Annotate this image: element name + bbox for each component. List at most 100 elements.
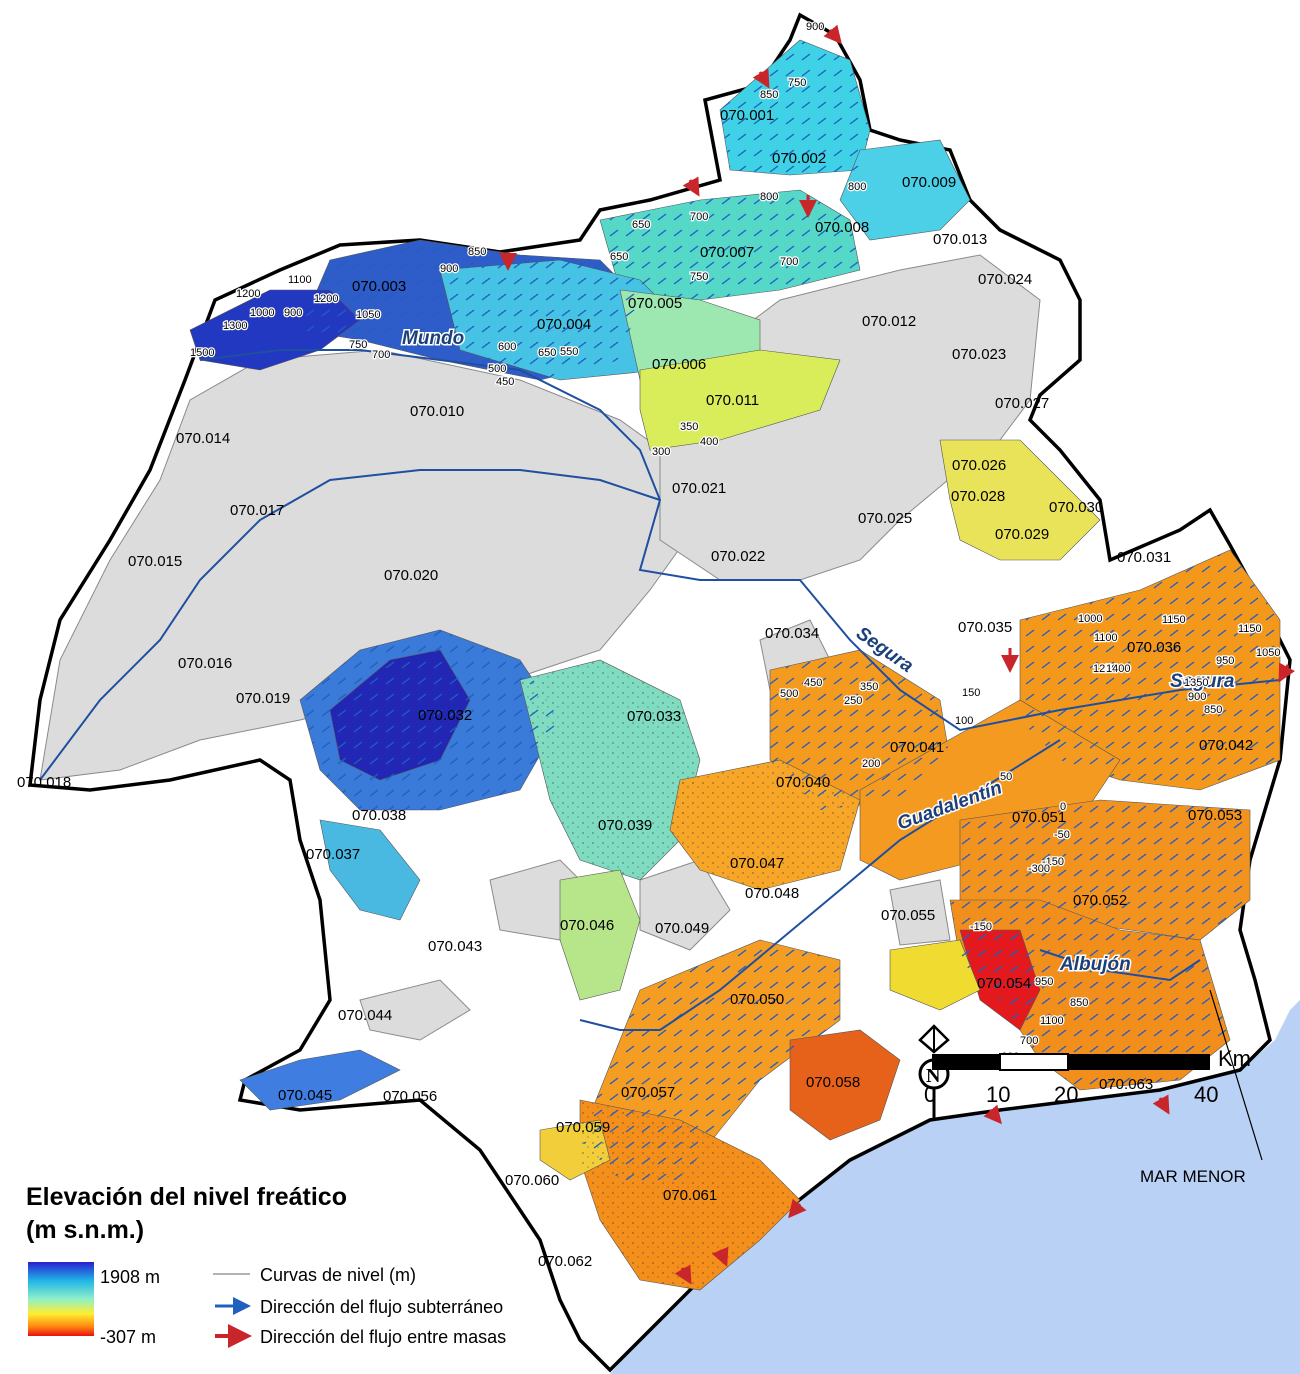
aquifer-label: 070.037 bbox=[306, 846, 360, 863]
scale-unit: Km bbox=[1218, 1046, 1251, 1071]
flow-arrow-field bbox=[300, 40, 1280, 1180]
contour-label: 1200 bbox=[236, 288, 260, 300]
aquifer-label: 070.050 bbox=[730, 991, 784, 1008]
aquifer-label: 070.045 bbox=[278, 1087, 332, 1104]
contour-label: 850 bbox=[1204, 704, 1222, 716]
scale-tick-10: 10 bbox=[986, 1082, 1010, 1107]
contour-label: 900 bbox=[1188, 691, 1206, 703]
aquifer-label: 070.042 bbox=[1199, 737, 1253, 754]
contour-label: -150 bbox=[1042, 856, 1064, 868]
aquifer-label: 070.043 bbox=[428, 938, 482, 955]
river-label-segura-2: Segura bbox=[1170, 671, 1235, 692]
aquifer-label: 070.014 bbox=[176, 430, 230, 447]
legend-max-value: 1908 m bbox=[100, 1267, 160, 1287]
aquifer-label: 070.032 bbox=[418, 707, 472, 724]
contour-label: 1500 bbox=[190, 347, 214, 359]
aquifer-label: 070.003 bbox=[352, 278, 406, 295]
contour-label: 400 bbox=[700, 436, 718, 448]
contour-label: 750 bbox=[690, 271, 708, 283]
aquifer-label: 070.010 bbox=[410, 403, 464, 420]
aquifer-label: 070.021 bbox=[672, 480, 726, 497]
aquifer-label: 070.062 bbox=[538, 1253, 592, 1270]
contour-label: 1100 bbox=[288, 274, 312, 286]
scale-tick-20: 20 bbox=[1054, 1082, 1078, 1107]
contour-label: -50 bbox=[1054, 829, 1070, 841]
contour-label: 500 bbox=[488, 363, 506, 375]
legend-item-inter-mass-flow: Dirección del flujo entre masas bbox=[260, 1327, 506, 1347]
aquifer-label: 070.009 bbox=[902, 174, 956, 191]
aquifer-label: 070.035 bbox=[958, 619, 1012, 636]
contour-label: -300 bbox=[1028, 863, 1050, 875]
contour-label: 350 bbox=[860, 681, 878, 693]
aquifer-label: 070.040 bbox=[776, 774, 830, 791]
aquifer-label: 070.024 bbox=[978, 271, 1032, 288]
scale-bar: Km 0 10 20 40 bbox=[924, 1046, 1251, 1107]
mar-menor-leader-line bbox=[1209, 989, 1263, 1161]
aquifer-label: 070.034 bbox=[765, 625, 819, 642]
aquifer-label: 070.053 bbox=[1188, 807, 1242, 824]
aquifer-label: 070.016 bbox=[178, 655, 232, 672]
aquifer-label: 070.041 bbox=[890, 739, 944, 756]
aquifer-label: 070.026 bbox=[952, 457, 1006, 474]
contour-label: -150 bbox=[970, 921, 992, 933]
aquifer-label: 070.031 bbox=[1117, 549, 1171, 566]
aquifer-label: 070.049 bbox=[655, 920, 709, 937]
contour-label: 800 bbox=[848, 181, 866, 193]
contour-label: 850 bbox=[760, 89, 778, 101]
aquifer-label: 070.028 bbox=[951, 488, 1005, 505]
legend-min-value: -307 m bbox=[100, 1327, 156, 1347]
contour-label: 700 bbox=[372, 349, 390, 361]
contour-label: 0 bbox=[1060, 801, 1066, 813]
legend-color-ramp bbox=[28, 1262, 94, 1336]
contour-label: 1050 bbox=[1256, 647, 1280, 659]
aquifer-label: 070.044 bbox=[338, 1007, 392, 1024]
contour-label: 900 bbox=[284, 307, 302, 319]
aquifer-label: 070.048 bbox=[745, 885, 799, 902]
aquifer-label: 070.011 bbox=[706, 392, 759, 409]
legend-item-contours: Curvas de nivel (m) bbox=[260, 1265, 416, 1285]
contour-label: 1050 bbox=[356, 309, 380, 321]
aquifer-label: 070.013 bbox=[933, 231, 987, 248]
contour-label: 1350 bbox=[1184, 677, 1208, 689]
contour-label: 1000 bbox=[250, 307, 274, 319]
aquifer-label: 070.052 bbox=[1073, 892, 1127, 909]
contour-label: 650 bbox=[538, 347, 556, 359]
aquifer-label: 070.002 bbox=[772, 150, 826, 167]
contour-label: 750 bbox=[788, 77, 806, 89]
aquifer-label: 070.039 bbox=[598, 817, 652, 834]
contour-label: 500 bbox=[780, 688, 798, 700]
contour-label: 900 bbox=[806, 21, 824, 33]
aquifer-label: 070.055 bbox=[881, 907, 935, 924]
contour-label: 750 bbox=[349, 339, 367, 351]
mediterranean-sea bbox=[610, 1000, 1300, 1374]
mar-menor-label: MAR MENOR bbox=[1140, 1167, 1246, 1186]
aquifer-label: 070.063 bbox=[1099, 1076, 1153, 1093]
aquifer-label: 070.033 bbox=[627, 708, 681, 725]
aquifer-label: 070.019 bbox=[236, 690, 290, 707]
contour-label: 450 bbox=[804, 677, 822, 689]
contour-label: 100 bbox=[955, 715, 973, 727]
contour-label: 150 bbox=[962, 687, 980, 699]
contour-label: 950 bbox=[1035, 976, 1053, 988]
contour-label: 1000 bbox=[1078, 613, 1102, 625]
contour-label: 1150 bbox=[1238, 623, 1262, 635]
aquifer-label: 070.051 bbox=[1012, 809, 1066, 826]
contour-label: 450 bbox=[496, 376, 514, 388]
aquifer-label: 070.057 bbox=[621, 1084, 675, 1101]
legend-title-line2: (m s.n.m.) bbox=[26, 1216, 144, 1244]
aquifer-label: 070.029 bbox=[995, 526, 1049, 543]
aquifer-label: 070.001 bbox=[720, 107, 774, 124]
aquifer-label: 070.015 bbox=[128, 553, 182, 570]
aquifer-label: 070.020 bbox=[384, 567, 438, 584]
legend: Elevación del nivel freático (m s.n.m.) … bbox=[26, 1183, 506, 1348]
contour-label: 1250 bbox=[1093, 663, 1117, 675]
aquifer-label: 070.054 bbox=[977, 975, 1031, 992]
aquifer-label: 070.061 bbox=[663, 1187, 717, 1204]
contour-label: 1400 bbox=[1106, 663, 1130, 675]
contour-labels: 9008507506507008008007006507509008501200… bbox=[189, 20, 1282, 1065]
aquifer-label: 070.038 bbox=[352, 807, 406, 824]
aquifer-label: 070.008 bbox=[815, 219, 869, 236]
aquifer-label: 070.004 bbox=[537, 316, 591, 333]
aquifer-label: 070.058 bbox=[806, 1074, 860, 1091]
